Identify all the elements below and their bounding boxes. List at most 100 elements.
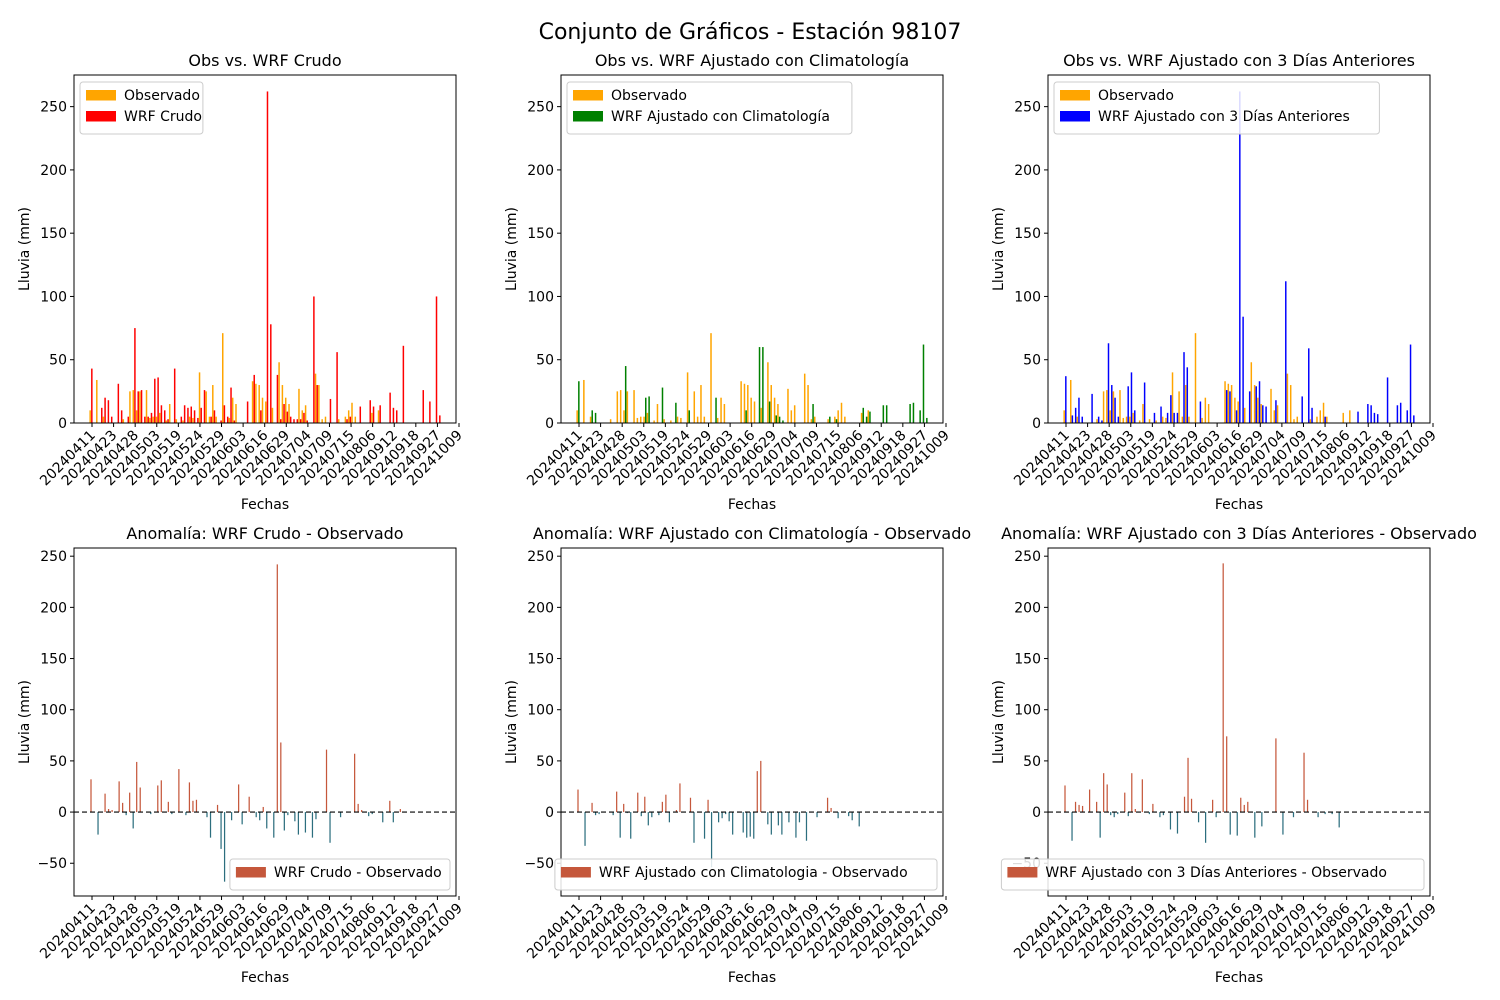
bar xyxy=(1096,419,1098,423)
bar xyxy=(1127,386,1129,423)
bar xyxy=(1078,397,1080,423)
bar xyxy=(368,812,370,817)
bar xyxy=(623,410,625,423)
bar xyxy=(686,372,689,423)
bar xyxy=(150,412,153,423)
legend-box xyxy=(229,858,451,891)
bar xyxy=(1326,416,1328,423)
bar xyxy=(266,91,269,423)
bar xyxy=(190,406,193,423)
bar xyxy=(329,812,331,843)
bar xyxy=(149,417,151,423)
bar xyxy=(324,416,327,423)
bar xyxy=(1338,812,1340,828)
bar xyxy=(589,416,592,423)
bar xyxy=(206,812,208,818)
bar xyxy=(742,812,744,833)
bar xyxy=(120,410,123,423)
bar xyxy=(361,810,363,813)
bar xyxy=(1236,812,1238,836)
bar xyxy=(679,783,681,813)
bar xyxy=(182,420,184,423)
bar xyxy=(805,812,808,841)
bar xyxy=(399,809,401,813)
bar xyxy=(668,812,671,823)
bar xyxy=(837,812,839,819)
bar xyxy=(1081,416,1083,423)
bar xyxy=(1250,362,1253,423)
y-tick-label: 0 xyxy=(1032,416,1041,432)
bar xyxy=(1258,381,1261,423)
bar xyxy=(422,390,425,423)
bar xyxy=(721,812,723,819)
bar xyxy=(851,812,853,821)
bar xyxy=(171,812,173,815)
y-tick-label: 100 xyxy=(40,289,67,305)
bar xyxy=(795,812,797,838)
bar xyxy=(251,381,254,423)
bar xyxy=(371,412,373,423)
bar xyxy=(167,801,169,813)
legend: Observado WRF Ajustado con 3 Días Anterio… xyxy=(1053,81,1380,135)
bar xyxy=(197,417,199,423)
bar xyxy=(157,785,159,813)
bar xyxy=(790,410,793,423)
bar xyxy=(777,404,779,423)
bar xyxy=(612,812,614,816)
bar xyxy=(1289,385,1292,423)
bar xyxy=(303,412,305,423)
bar xyxy=(439,415,441,423)
bar xyxy=(1138,420,1141,423)
bar xyxy=(651,812,653,818)
bar xyxy=(1311,407,1313,423)
y-axis-label: Lluvia (mm) xyxy=(504,207,520,291)
bar xyxy=(336,352,338,423)
bar xyxy=(758,347,761,423)
bar xyxy=(1155,420,1157,423)
bar xyxy=(150,812,152,815)
bar xyxy=(782,420,784,423)
bar xyxy=(653,420,655,423)
y-axis-label: Lluvia (mm) xyxy=(991,207,1007,291)
bar xyxy=(1237,401,1239,423)
bar xyxy=(834,416,836,423)
bar xyxy=(639,416,642,423)
bar xyxy=(869,411,871,423)
bar xyxy=(91,368,93,423)
bar xyxy=(1234,397,1236,423)
bar xyxy=(1303,752,1305,813)
bar xyxy=(812,404,814,423)
y-tick-label: 200 xyxy=(1014,600,1041,616)
bar xyxy=(1319,410,1321,423)
bar xyxy=(1197,812,1200,823)
y-tick-label: 50 xyxy=(1023,353,1041,369)
bar xyxy=(270,324,272,423)
bar xyxy=(395,410,398,423)
bar xyxy=(1292,812,1295,818)
bar xyxy=(1270,388,1272,423)
legend-swatch xyxy=(86,111,116,122)
bar xyxy=(215,416,217,423)
bar xyxy=(723,404,726,423)
legend: Observado WRF Crudo xyxy=(79,81,204,135)
bar xyxy=(284,397,287,423)
legend-swatch xyxy=(1007,867,1038,878)
y-tick-label: 150 xyxy=(40,652,67,668)
y-tick-label: 200 xyxy=(40,163,67,179)
legend-swatch xyxy=(1060,90,1090,101)
bar xyxy=(1285,281,1287,423)
bar xyxy=(1293,419,1295,423)
y-tick-label: 0 xyxy=(1032,805,1041,821)
bar xyxy=(1296,416,1299,423)
bar xyxy=(220,420,222,423)
bar xyxy=(299,419,302,423)
y-tick-label: 200 xyxy=(527,600,554,616)
bar xyxy=(926,417,928,423)
bar xyxy=(102,416,105,423)
y-tick-label: 150 xyxy=(40,226,67,242)
bar xyxy=(781,812,783,835)
bar xyxy=(1178,391,1180,423)
bar xyxy=(788,812,790,823)
bar xyxy=(216,804,219,813)
